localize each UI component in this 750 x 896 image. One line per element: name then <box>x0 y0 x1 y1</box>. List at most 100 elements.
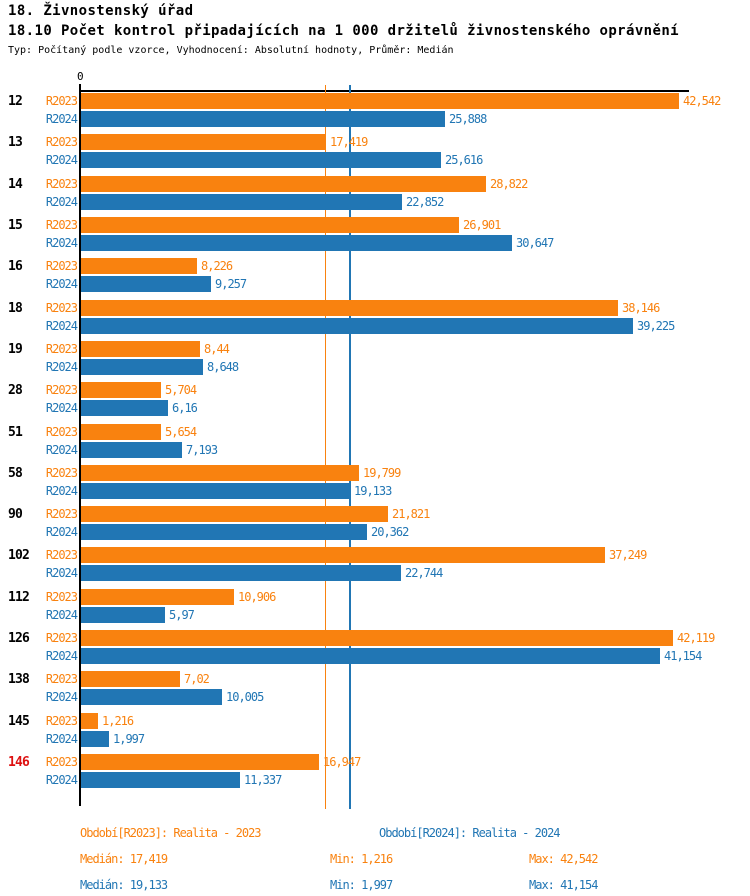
series-tag-R2023-112: R2023 <box>45 590 78 604</box>
bar-R2024-146[interactable] <box>81 772 240 788</box>
bar-R2024-90[interactable] <box>81 524 367 540</box>
series-tag-R2023-15: R2023 <box>45 218 78 232</box>
series-tag-R2024-14: R2024 <box>45 195 78 209</box>
bar-R2024-15[interactable] <box>81 235 512 251</box>
bar-group-18: 18 R2023 38,146 R2024 39,225 <box>0 300 750 336</box>
category-label-145: 145 <box>8 714 30 729</box>
category-label-58: 58 <box>8 466 23 481</box>
value-label-R2023-58: 19,799 <box>363 466 401 480</box>
category-label-12: 12 <box>8 94 23 109</box>
value-label-R2024-18: 39,225 <box>637 319 675 333</box>
bar-R2023-14[interactable] <box>81 176 486 192</box>
category-label-102: 102 <box>8 548 30 563</box>
value-label-R2024-19: 8,648 <box>207 360 239 374</box>
series-tag-R2024-145: R2024 <box>45 732 78 746</box>
series-tag-R2024-138: R2024 <box>45 690 78 704</box>
bar-R2024-51[interactable] <box>81 442 182 458</box>
indicator-meta: Typ: Počítaný podle vzorce, Vyhodnocení:… <box>8 45 454 56</box>
bar-R2024-138[interactable] <box>81 689 222 705</box>
bar-R2023-145[interactable] <box>81 713 98 729</box>
bar-group-13: 13 R2023 17,419 R2024 25,616 <box>0 134 750 170</box>
category-label-15: 15 <box>8 218 23 233</box>
x-axis-line <box>79 90 689 92</box>
bar-R2024-126[interactable] <box>81 648 660 664</box>
bar-R2024-145[interactable] <box>81 731 109 747</box>
bar-group-90: 90 R2023 21,821 R2024 20,362 <box>0 506 750 542</box>
series-tag-R2023-14: R2023 <box>45 177 78 191</box>
value-label-R2023-126: 42,119 <box>677 631 715 645</box>
series-tag-R2024-18: R2024 <box>45 319 78 333</box>
bar-R2024-13[interactable] <box>81 152 441 168</box>
bar-R2023-16[interactable] <box>81 258 197 274</box>
bar-group-19: 19 R2023 8,44 R2024 8,648 <box>0 341 750 377</box>
value-label-R2024-58: 19,133 <box>354 484 392 498</box>
bar-R2024-58[interactable] <box>81 483 350 499</box>
series-tag-R2023-13: R2023 <box>45 135 78 149</box>
bar-R2023-126[interactable] <box>81 630 673 646</box>
bar-group-12: 12 R2023 42,542 R2024 25,888 <box>0 93 750 129</box>
value-label-R2023-15: 26,901 <box>463 218 501 232</box>
bar-R2023-58[interactable] <box>81 465 359 481</box>
report-title: 18. Živnostenský úřad <box>8 3 194 19</box>
bar-R2024-12[interactable] <box>81 111 445 127</box>
legend-median-2023: Medián: 17,419 <box>80 852 168 866</box>
bar-R2023-18[interactable] <box>81 300 618 316</box>
bar-R2024-19[interactable] <box>81 359 203 375</box>
bar-R2024-18[interactable] <box>81 318 633 334</box>
bar-R2023-28[interactable] <box>81 382 161 398</box>
series-tag-R2023-28: R2023 <box>45 383 78 397</box>
category-label-112: 112 <box>8 590 30 605</box>
series-tag-R2024-15: R2024 <box>45 236 78 250</box>
bar-group-102: 102 R2023 37,249 R2024 22,744 <box>0 547 750 583</box>
category-label-13: 13 <box>8 135 23 150</box>
value-label-R2024-112: 5,97 <box>169 608 195 622</box>
bar-R2023-12[interactable] <box>81 93 679 109</box>
bar-group-58: 58 R2023 19,799 R2024 19,133 <box>0 465 750 501</box>
value-label-R2023-146: 16,947 <box>323 755 361 769</box>
bar-R2023-138[interactable] <box>81 671 180 687</box>
bar-R2023-102[interactable] <box>81 547 605 563</box>
bar-R2023-146[interactable] <box>81 754 319 770</box>
value-label-R2023-138: 7,02 <box>184 672 210 686</box>
bar-R2023-112[interactable] <box>81 589 234 605</box>
bar-group-138: 138 R2023 7,02 R2024 10,005 <box>0 671 750 707</box>
bar-R2024-102[interactable] <box>81 565 401 581</box>
bar-R2024-14[interactable] <box>81 194 402 210</box>
category-label-14: 14 <box>8 177 23 192</box>
bar-group-16: 16 R2023 8,226 R2024 9,257 <box>0 258 750 294</box>
category-label-18: 18 <box>8 301 23 316</box>
value-label-R2023-14: 28,822 <box>490 177 528 191</box>
series-tag-R2023-145: R2023 <box>45 714 78 728</box>
category-label-138: 138 <box>8 672 30 687</box>
legend-median-2024: Medián: 19,133 <box>80 878 168 892</box>
bar-R2023-51[interactable] <box>81 424 161 440</box>
series-tag-R2023-12: R2023 <box>45 94 78 108</box>
bar-R2024-112[interactable] <box>81 607 165 623</box>
bar-R2023-19[interactable] <box>81 341 200 357</box>
value-label-R2024-15: 30,647 <box>516 236 554 250</box>
series-tag-R2023-90: R2023 <box>45 507 78 521</box>
series-tag-R2024-102: R2024 <box>45 566 78 580</box>
series-tag-R2024-90: R2024 <box>45 525 78 539</box>
series-tag-R2023-18: R2023 <box>45 301 78 315</box>
bar-R2024-16[interactable] <box>81 276 211 292</box>
bar-R2023-90[interactable] <box>81 506 388 522</box>
series-tag-R2024-126: R2024 <box>45 649 78 663</box>
x-axis-zero-label: 0 <box>76 70 84 83</box>
value-label-R2023-102: 37,249 <box>609 548 647 562</box>
series-tag-R2024-13: R2024 <box>45 153 78 167</box>
bar-R2024-28[interactable] <box>81 400 168 416</box>
median-line-2023 <box>324 85 327 809</box>
series-tag-R2024-16: R2024 <box>45 277 78 291</box>
value-label-R2024-16: 9,257 <box>215 277 247 291</box>
series-tag-R2023-126: R2023 <box>45 631 78 645</box>
value-label-R2023-90: 21,821 <box>392 507 430 521</box>
series-tag-R2024-146: R2024 <box>45 773 78 787</box>
bar-R2023-13[interactable] <box>81 134 326 150</box>
value-label-R2024-126: 41,154 <box>664 649 702 663</box>
value-label-R2024-102: 22,744 <box>405 566 443 580</box>
legend-period-2023: Období[R2023]: Realita - 2023 <box>80 826 262 840</box>
bar-R2023-15[interactable] <box>81 217 459 233</box>
